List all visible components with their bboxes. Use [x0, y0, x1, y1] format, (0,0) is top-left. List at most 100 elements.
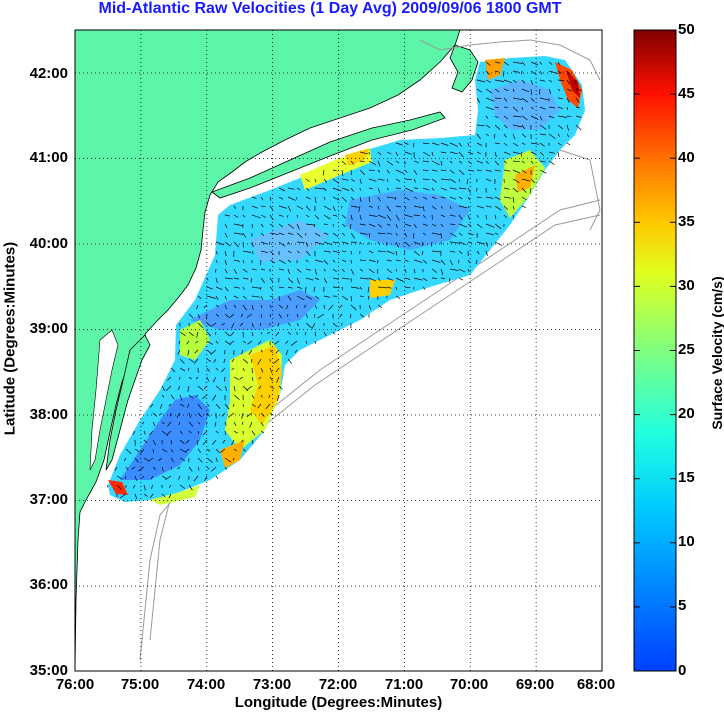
velocity-arrow: [395, 214, 400, 221]
velocity-arrow: [177, 385, 181, 390]
velocity-arrow: [395, 286, 398, 290]
velocity-arrow: [286, 304, 289, 310]
velocity-arrow: [247, 340, 253, 345]
velocity-arrow: [141, 421, 145, 425]
velocity-arrow: [548, 61, 553, 65]
velocity-arrow: [440, 151, 447, 154]
velocity-arrow: [521, 178, 531, 182]
velocity-arrow: [296, 232, 303, 238]
velocity-arrow: [350, 205, 359, 208]
velocity-arrow: [296, 205, 304, 210]
velocity-arrow: [215, 385, 222, 391]
velocity-arrow: [215, 259, 218, 263]
velocity-arrow: [287, 286, 293, 289]
velocity-arrow: [404, 151, 412, 155]
velocity-arrow: [224, 304, 227, 310]
velocity-arrow: [548, 70, 559, 74]
velocity-arrow: [241, 349, 244, 355]
velocity-arrow: [170, 394, 175, 400]
velocity-arrow: [332, 196, 340, 201]
velocity-arrow: [278, 286, 285, 289]
velocity-arrow: [134, 475, 138, 481]
velocity-arrow: [503, 133, 507, 138]
velocity-arrow: [386, 232, 393, 235]
velocity-arrow: [125, 466, 129, 471]
x-tick-label: 74:00: [186, 676, 226, 693]
velocity-arrow: [440, 223, 444, 227]
velocity-arrow: [186, 340, 190, 345]
velocity-arrow: [458, 259, 460, 264]
velocity-arrow: [539, 133, 547, 136]
velocity-arrow: [278, 241, 286, 247]
velocity-arrow: [359, 232, 368, 235]
velocity-arrow: [548, 160, 555, 165]
cape-cod: [449, 44, 479, 93]
y-tick-label: 41:00: [29, 149, 68, 166]
velocity-arrow: [233, 232, 244, 235]
velocity-arrow: [196, 304, 199, 310]
velocity-arrow: [152, 439, 157, 446]
velocity-arrow: [188, 331, 194, 337]
velocity-arrow: [458, 268, 466, 273]
velocity-arrow: [512, 151, 521, 155]
velocity-arrow: [440, 205, 443, 209]
velocity-arrow: [566, 79, 571, 85]
x-tick-label: 70:00: [449, 676, 489, 693]
velocity-arrow: [476, 187, 478, 192]
velocity-arrow: [332, 286, 340, 289]
velocity-arrow: [548, 88, 552, 94]
colorbar: [633, 29, 677, 672]
velocity-arrow: [224, 250, 227, 257]
velocity-arrow: [176, 412, 181, 418]
velocity-arrow: [269, 313, 272, 317]
velocity-arrow: [224, 457, 232, 463]
velocity-arrow: [287, 358, 293, 364]
velocity-arrow: [494, 223, 502, 229]
velocity-arrow: [458, 196, 463, 200]
velocity-arrow: [274, 340, 280, 345]
velocity-arrow: [458, 151, 464, 158]
velocity-arrow: [485, 178, 492, 182]
velocity-arrow: [440, 178, 450, 181]
velocity-arrow: [242, 250, 252, 253]
velocity-arrow: [458, 223, 468, 228]
velocity-arrow: [132, 484, 136, 489]
velocity-arrow: [260, 241, 268, 245]
velocity-arrow: [476, 88, 482, 93]
velocity-arrow: [359, 277, 369, 280]
y-tick-label: 38:00: [29, 406, 68, 423]
velocity-arrow: [449, 250, 456, 253]
velocity-arrow: [143, 493, 148, 497]
velocity-arrow: [265, 403, 271, 410]
velocity-arrow: [251, 268, 257, 271]
velocity-arrow: [296, 250, 300, 254]
velocity-arrow: [241, 439, 244, 443]
velocity-arrow: [323, 250, 331, 253]
velocity-arrow: [377, 187, 381, 194]
velocity-arrow: [224, 376, 226, 382]
velocity-arrow: [440, 277, 446, 279]
velocity-arrow: [476, 79, 486, 83]
velocity-arrow: [296, 268, 302, 273]
velocity-arrow: [134, 448, 140, 453]
velocity-arrow: [260, 331, 263, 335]
velocity-arrow: [476, 97, 481, 103]
velocity-arrow: [269, 385, 275, 390]
velocity-arrow: [458, 160, 463, 164]
velocity-arrow: [341, 250, 347, 253]
velocity-arrow: [350, 250, 353, 255]
velocity-arrow: [404, 205, 407, 209]
velocity-arrow: [467, 259, 471, 264]
velocity-arrow: [258, 376, 262, 380]
velocity-arrow: [503, 97, 508, 102]
velocity-arrow: [422, 187, 430, 191]
velocity-arrow: [494, 88, 500, 93]
velocity-arrow: [188, 466, 193, 472]
velocity-arrow: [215, 277, 218, 284]
velocity-arrow: [431, 277, 438, 279]
velocity-arrow: [404, 286, 411, 289]
velocity-arrow: [503, 151, 511, 155]
velocity-arrow: [305, 313, 309, 318]
velocity-arrow: [230, 331, 235, 337]
velocity-arrow: [395, 205, 402, 208]
